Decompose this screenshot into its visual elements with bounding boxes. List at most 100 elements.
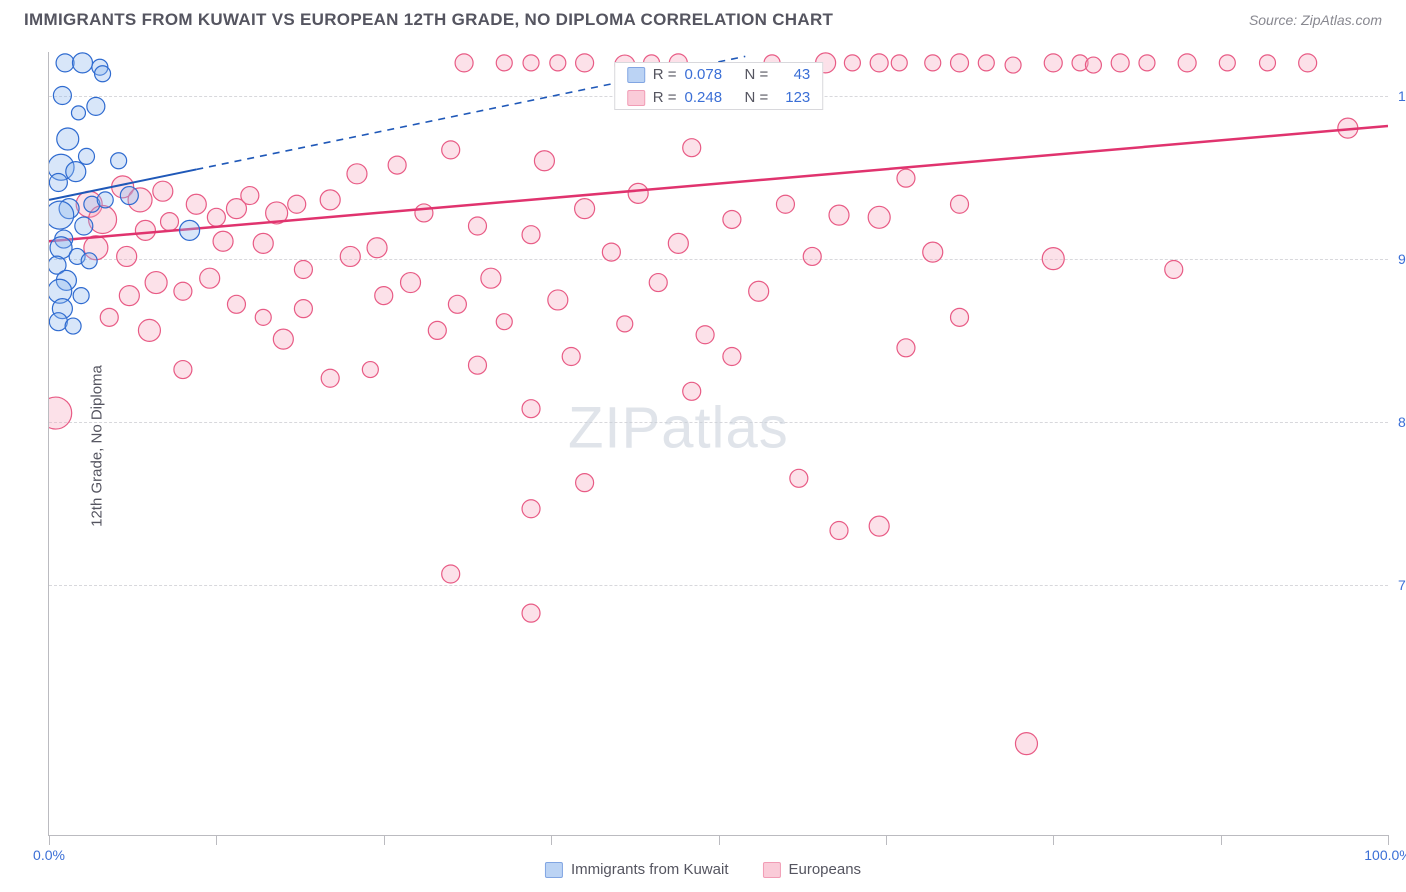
scatter-point-pink (829, 205, 849, 225)
scatter-point-pink (388, 156, 406, 174)
scatter-point-pink (548, 290, 568, 310)
scatter-point-pink (442, 141, 460, 159)
legend-r-label: R = (653, 66, 677, 83)
scatter-point-pink (367, 238, 387, 258)
scatter-point-pink (550, 55, 566, 71)
scatter-point-pink (844, 55, 860, 71)
scatter-point-pink (496, 314, 512, 330)
legend-series-label: Immigrants from Kuwait (571, 861, 729, 878)
scatter-point-pink (1178, 54, 1196, 72)
scatter-point-pink (1044, 54, 1062, 72)
x-tick-mark (886, 835, 887, 845)
scatter-svg (49, 52, 1388, 835)
legend-stats-row: R =0.078N =43 (615, 63, 823, 86)
scatter-point-blue (87, 97, 105, 115)
scatter-point-pink (174, 361, 192, 379)
scatter-point-pink (135, 220, 155, 240)
scatter-point-pink (174, 282, 192, 300)
y-tick-label: 100.0% (1390, 88, 1406, 104)
x-tick-mark (719, 835, 720, 845)
scatter-point-pink (161, 213, 179, 231)
legend-r-value: 0.248 (685, 89, 737, 106)
scatter-point-pink (1042, 248, 1064, 270)
scatter-point-pink (562, 348, 580, 366)
scatter-point-pink (723, 210, 741, 228)
scatter-point-pink (923, 242, 943, 262)
scatter-point-pink (723, 348, 741, 366)
legend-series-item: Immigrants from Kuwait (545, 861, 729, 878)
scatter-point-blue (56, 54, 74, 72)
scatter-point-pink (523, 55, 539, 71)
scatter-point-blue (49, 201, 74, 229)
legend-swatch (627, 90, 645, 106)
scatter-point-pink (978, 55, 994, 71)
x-tick-mark (1388, 835, 1389, 845)
scatter-point-pink (951, 195, 969, 213)
x-tick-label: 100.0% (1364, 847, 1406, 863)
scatter-point-pink (213, 231, 233, 251)
x-tick-mark (49, 835, 50, 845)
x-tick-mark (1053, 835, 1054, 845)
scatter-point-pink (207, 208, 225, 226)
legend-stats: R =0.078N =43R =0.248N =123 (614, 62, 824, 110)
scatter-point-pink (1005, 57, 1021, 73)
scatter-point-blue (111, 153, 127, 169)
scatter-point-pink (442, 565, 460, 583)
scatter-point-blue (66, 162, 86, 182)
scatter-point-pink (897, 339, 915, 357)
scatter-point-pink (273, 329, 293, 349)
scatter-point-pink (255, 309, 271, 325)
scatter-point-blue (95, 66, 111, 82)
x-tick-mark (216, 835, 217, 845)
scatter-point-blue (180, 220, 200, 240)
scatter-point-blue (75, 217, 93, 235)
legend-swatch (762, 862, 780, 878)
scatter-point-pink (522, 226, 540, 244)
scatter-point-pink (617, 316, 633, 332)
scatter-point-pink (49, 397, 72, 429)
chart-area: ZIPatlas R =0.078N =43R =0.248N =123 100… (48, 52, 1388, 836)
scatter-point-blue (71, 106, 85, 120)
scatter-point-pink (145, 272, 167, 294)
scatter-point-pink (576, 474, 594, 492)
scatter-point-pink (428, 321, 446, 339)
scatter-point-pink (320, 190, 340, 210)
scatter-point-pink (294, 261, 312, 279)
scatter-point-pink (776, 195, 794, 213)
scatter-point-pink (1299, 54, 1317, 72)
scatter-point-pink (803, 247, 821, 265)
scatter-point-pink (951, 54, 969, 72)
scatter-point-pink (522, 400, 540, 418)
scatter-point-pink (575, 199, 595, 219)
scatter-point-pink (668, 233, 688, 253)
chart-source: Source: ZipAtlas.com (1249, 12, 1382, 28)
chart-header: IMMIGRANTS FROM KUWAIT VS EUROPEAN 12TH … (0, 0, 1406, 38)
scatter-point-pink (683, 139, 701, 157)
scatter-point-blue (53, 87, 71, 105)
scatter-point-pink (749, 281, 769, 301)
scatter-point-blue (120, 187, 138, 205)
scatter-point-pink (925, 55, 941, 71)
legend-n-value: 123 (776, 89, 810, 106)
plot-region: ZIPatlas R =0.078N =43R =0.248N =123 100… (48, 52, 1388, 836)
legend-n-label: N = (745, 66, 769, 83)
scatter-point-pink (362, 362, 378, 378)
scatter-point-pink (186, 194, 206, 214)
trendline-pink (49, 126, 1388, 241)
x-tick-mark (1221, 835, 1222, 845)
scatter-point-pink (468, 217, 486, 235)
scatter-point-pink (870, 54, 888, 72)
legend-swatch (627, 67, 645, 83)
legend-n-value: 43 (776, 66, 810, 83)
scatter-point-pink (468, 356, 486, 374)
scatter-point-pink (522, 604, 540, 622)
scatter-point-pink (1139, 55, 1155, 71)
scatter-point-pink (576, 54, 594, 72)
y-tick-label: 92.5% (1390, 251, 1406, 267)
x-tick-mark (551, 835, 552, 845)
scatter-point-pink (1165, 261, 1183, 279)
scatter-point-pink (321, 369, 339, 387)
scatter-point-pink (602, 243, 620, 261)
scatter-point-pink (455, 54, 473, 72)
scatter-point-blue (65, 318, 81, 334)
